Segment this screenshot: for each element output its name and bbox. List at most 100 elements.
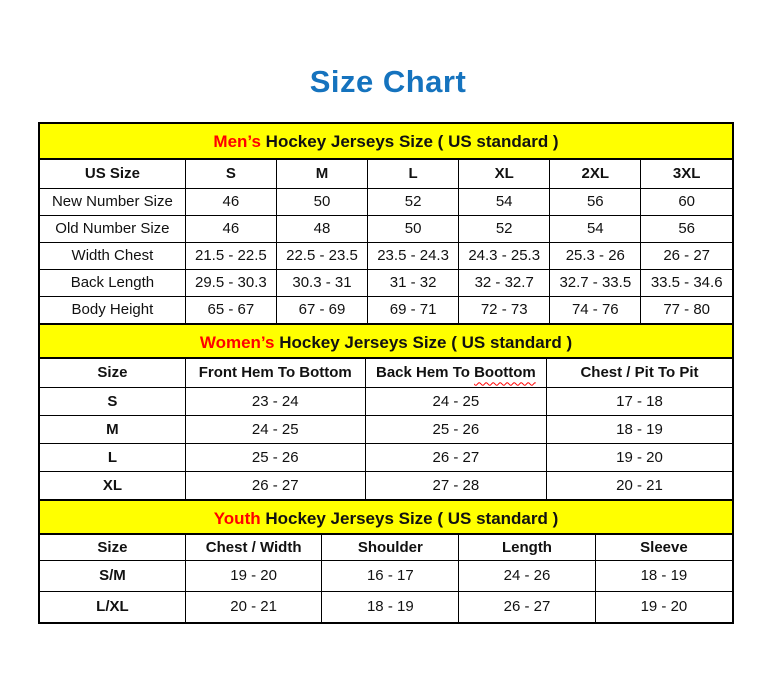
- size-value: 32 - 32.7: [458, 268, 551, 297]
- column-header: Chest / Pit To Pit: [546, 358, 733, 388]
- mens-banner-highlight: Men’s: [213, 132, 261, 151]
- column-header: Size: [39, 534, 186, 561]
- size-value: 30.3 - 31: [275, 268, 369, 297]
- youth-banner-highlight: Youth: [213, 509, 261, 528]
- row-label: Width Chest: [39, 241, 186, 270]
- table-row: L/XL 20 - 21 18 - 19 26 - 27 19 - 20: [39, 590, 733, 623]
- column-header: US Size: [39, 159, 186, 189]
- size-value: 18 - 19: [321, 590, 460, 623]
- column-header: 2XL: [549, 159, 642, 189]
- size-value: 46: [184, 214, 277, 243]
- size-value: 17 - 18: [546, 386, 733, 416]
- size-value: 54: [458, 187, 551, 216]
- size-value: 23.5 - 24.3: [367, 241, 460, 270]
- table-row: Width Chest 21.5 - 22.5 22.5 - 23.5 23.5 - …: [39, 241, 733, 270]
- table-row: M 24 - 25 25 - 26 18 - 19: [39, 414, 733, 444]
- womens-banner-text: Hockey Jerseys Size ( US standard ): [274, 333, 573, 352]
- row-label: XL: [39, 470, 186, 500]
- row-label: M: [39, 414, 186, 444]
- mens-banner: Men’s Hockey Jerseys Size ( US standard …: [40, 124, 732, 160]
- section-womens: Women’s Hockey Jerseys Size ( US standar…: [39, 323, 733, 500]
- table-row: Body Height 65 - 67 67 - 69 69 - 71 72 - 73 7…: [39, 295, 733, 324]
- row-label: S/M: [39, 559, 186, 592]
- size-value: 48: [275, 214, 369, 243]
- column-header: Front Hem To Bottom: [184, 358, 366, 388]
- size-value: 19 - 20: [546, 442, 733, 472]
- size-value: 29.5 - 30.3: [184, 268, 277, 297]
- size-value: 20 - 21: [546, 470, 733, 500]
- size-value: 52: [367, 187, 460, 216]
- size-value: 18 - 19: [546, 414, 733, 444]
- size-value: 21.5 - 22.5: [184, 241, 277, 270]
- size-value: 69 - 71: [367, 295, 460, 324]
- womens-size-table: Size Front Hem To Bottom Back Hem To Boott…: [39, 358, 733, 500]
- size-value: 72 - 73: [458, 295, 551, 324]
- row-label: Old Number Size: [39, 214, 186, 243]
- youth-banner: Youth Hockey Jerseys Size ( US standard …: [40, 499, 732, 535]
- size-value: 31 - 32: [367, 268, 460, 297]
- size-value: 26 - 27: [640, 241, 733, 270]
- mens-banner-text: Hockey Jerseys Size ( US standard ): [260, 132, 559, 151]
- section-youth: Youth Hockey Jerseys Size ( US standard …: [39, 499, 733, 623]
- column-header: 3XL: [640, 159, 733, 189]
- column-header: Shoulder: [321, 534, 460, 561]
- size-value: 25 - 26: [184, 442, 366, 472]
- header-row: Size Front Hem To Bottom Back Hem To Boott…: [39, 358, 733, 388]
- size-value: 52: [458, 214, 551, 243]
- size-value: 18 - 19: [594, 559, 733, 592]
- table-row: S 23 - 24 24 - 25 17 - 18: [39, 386, 733, 416]
- table-row: New Number Size 46 50 52 54 56 60: [39, 187, 733, 216]
- page-title: Size Chart: [309, 64, 467, 99]
- size-value: 77 - 80: [640, 295, 733, 324]
- row-label: S: [39, 386, 186, 416]
- size-value: 24 - 25: [184, 414, 366, 444]
- size-value: 27 - 28: [364, 470, 548, 500]
- size-value: 50: [275, 187, 369, 216]
- size-value: 67 - 69: [275, 295, 369, 324]
- size-value: 25 - 26: [364, 414, 548, 444]
- column-header: Chest / Width: [184, 534, 323, 561]
- size-value: 24.3 - 25.3: [458, 241, 551, 270]
- size-value: 19 - 20: [184, 559, 323, 592]
- size-value: 60: [640, 187, 733, 216]
- header-row: US Size S M L XL 2XL 3XL: [39, 159, 733, 189]
- size-value: 74 - 76: [549, 295, 642, 324]
- size-value: 65 - 67: [184, 295, 277, 324]
- column-header: Back Hem To Boottom: [364, 358, 548, 388]
- row-label: L: [39, 442, 186, 472]
- row-label: Body Height: [39, 295, 186, 324]
- size-value: 24 - 26: [458, 559, 596, 592]
- size-value: 25.3 - 26: [549, 241, 642, 270]
- column-header: L: [367, 159, 460, 189]
- womens-banner-highlight: Women’s: [199, 333, 275, 352]
- size-value: 56: [549, 187, 642, 216]
- column-header: XL: [458, 159, 551, 189]
- size-value: 22.5 - 23.5: [275, 241, 369, 270]
- table-row: XL 26 - 27 27 - 28 20 - 21: [39, 470, 733, 500]
- row-label: Back Length: [39, 268, 186, 297]
- size-value: 23 - 24: [184, 386, 366, 416]
- table-row: L 25 - 26 26 - 27 19 - 20: [39, 442, 733, 472]
- size-value: 16 - 17: [321, 559, 460, 592]
- spellcheck-underline: Boottom: [474, 364, 536, 382]
- size-value: 20 - 21: [184, 590, 323, 623]
- size-chart: Men’s Hockey Jerseys Size ( US standard …: [38, 122, 734, 624]
- header-row: Size Chest / Width Shoulder Length Sleeve: [39, 534, 733, 561]
- size-value: 24 - 25: [364, 386, 548, 416]
- section-mens: Men’s Hockey Jerseys Size ( US standard …: [39, 124, 733, 324]
- table-row: S/M 19 - 20 16 - 17 24 - 26 18 - 19: [39, 559, 733, 592]
- size-value: 26 - 27: [458, 590, 596, 623]
- row-label: New Number Size: [39, 187, 186, 216]
- womens-banner: Women’s Hockey Jerseys Size ( US standar…: [40, 323, 732, 359]
- column-header: Length: [458, 534, 596, 561]
- size-value: 26 - 27: [364, 442, 548, 472]
- column-header: Sleeve: [594, 534, 733, 561]
- table-row: Old Number Size 46 48 50 52 54 56: [39, 214, 733, 243]
- size-value: 26 - 27: [184, 470, 366, 500]
- size-value: 32.7 - 33.5: [549, 268, 642, 297]
- size-value: 46: [184, 187, 277, 216]
- size-value: 33.5 - 34.6: [640, 268, 733, 297]
- youth-size-table: Size Chest / Width Shoulder Length Sleeve S/M…: [39, 534, 733, 623]
- row-label: L/XL: [39, 590, 186, 623]
- mens-size-table: US Size S M L XL 2XL 3XL New Number Size 46 50 52 5…: [39, 159, 733, 324]
